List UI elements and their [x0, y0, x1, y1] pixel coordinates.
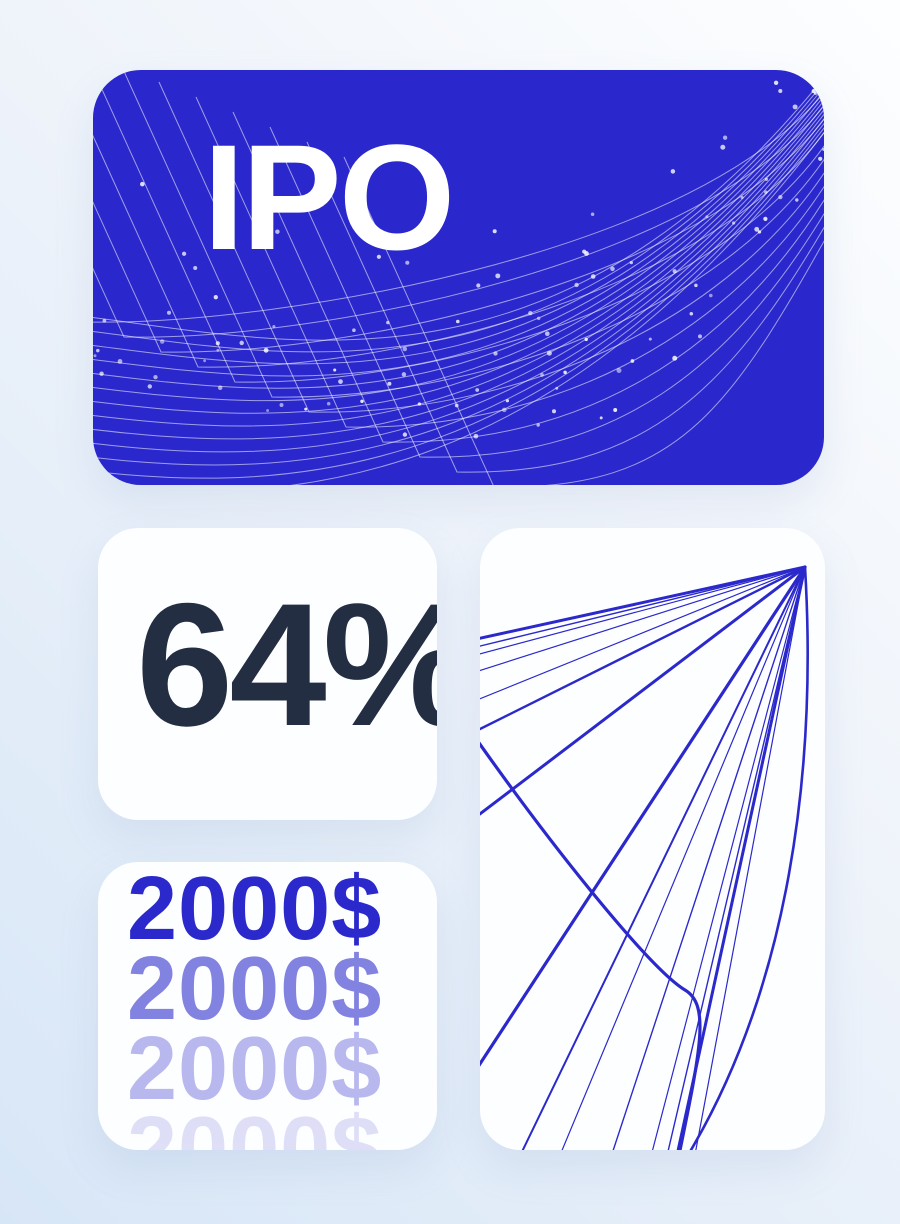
stat-value: 64% — [136, 568, 437, 763]
hero-card: IPO — [93, 70, 824, 485]
stat-card: 64% — [98, 528, 437, 820]
price-row-4: 2000$ — [127, 1099, 383, 1150]
price-row-3: 2000$ — [127, 1019, 383, 1119]
wireframe-mesh-graphic — [93, 70, 824, 485]
price-stack: 2000$ 2000$ 2000$ 2000$ — [127, 862, 383, 1150]
converging-lines-graphic — [480, 565, 809, 1150]
hero-title: IPO — [203, 113, 455, 281]
lines-card — [480, 528, 825, 1150]
price-row-1: 2000$ — [127, 862, 383, 959]
price-row-2: 2000$ — [127, 939, 383, 1039]
price-card: 2000$ 2000$ 2000$ 2000$ — [98, 862, 437, 1150]
